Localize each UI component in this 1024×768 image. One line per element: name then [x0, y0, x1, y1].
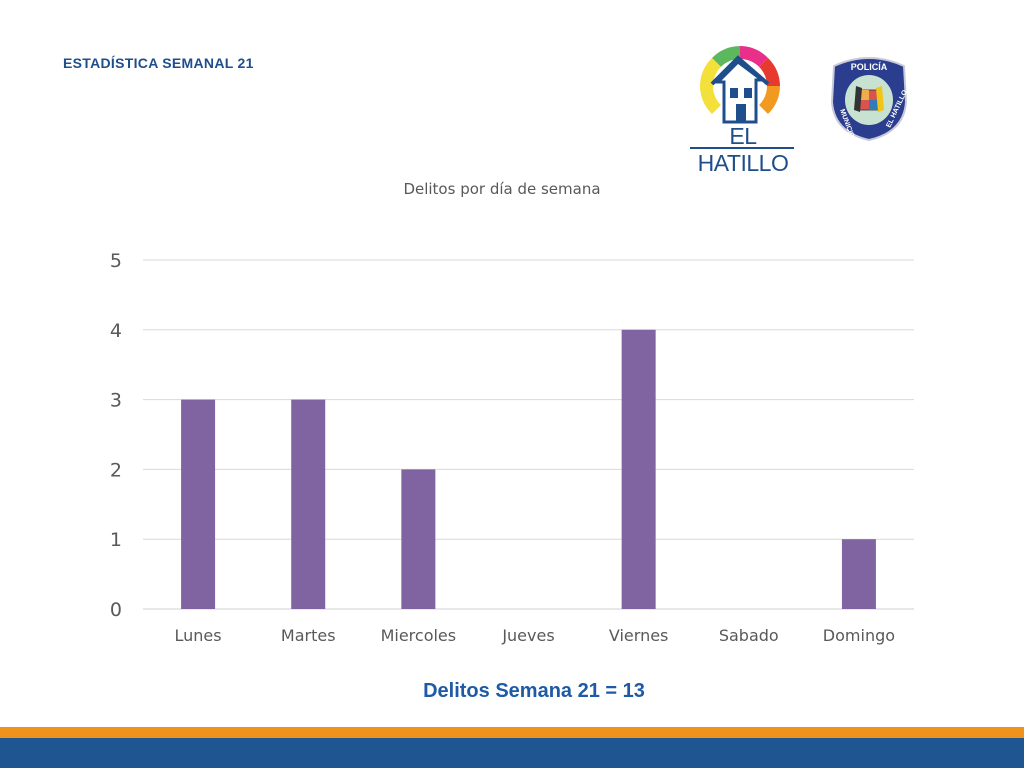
- policia-municipal-badge: POLICÍA MUNICIPIO EL HATILLO: [830, 57, 909, 142]
- bar: [401, 469, 436, 609]
- bar: [181, 399, 216, 609]
- bar: [621, 329, 656, 609]
- bar: [291, 399, 326, 609]
- bar: [841, 539, 876, 609]
- bar-chart: 0 1 2 3 4 5 Lunes Martes Miercoles Jueves Viernes S…: [110, 250, 914, 645]
- el-hatillo-logo-text: EL HATILLO: [697, 123, 789, 176]
- x-tick-label: Martes: [281, 626, 336, 645]
- x-tick-label: Viernes: [609, 626, 669, 645]
- el-hatillo-logo: [690, 46, 794, 149]
- y-tick-label: 1: [110, 529, 122, 551]
- chart-title: Delitos por día de semana: [403, 180, 601, 198]
- y-tick-label: 2: [110, 459, 122, 481]
- x-tick-label: Miercoles: [381, 626, 457, 645]
- y-tick-label: 5: [110, 250, 122, 272]
- page-title: ESTADÍSTICA SEMANAL 21: [63, 55, 254, 71]
- footer-blue-band: [0, 738, 1024, 768]
- y-tick-label: 0: [110, 599, 122, 621]
- x-tick-label: Domingo: [823, 626, 895, 645]
- x-tick-label: Lunes: [175, 626, 222, 645]
- x-tick-label: Jueves: [501, 626, 554, 645]
- y-tick-label: 3: [110, 390, 122, 412]
- footer-orange-band: [0, 727, 1024, 738]
- weekly-total: Delitos Semana 21 = 13: [423, 680, 645, 702]
- y-tick-label: 4: [110, 320, 122, 342]
- x-tick-label: Sabado: [719, 626, 779, 645]
- svg-text:POLICÍA: POLICÍA: [851, 62, 888, 72]
